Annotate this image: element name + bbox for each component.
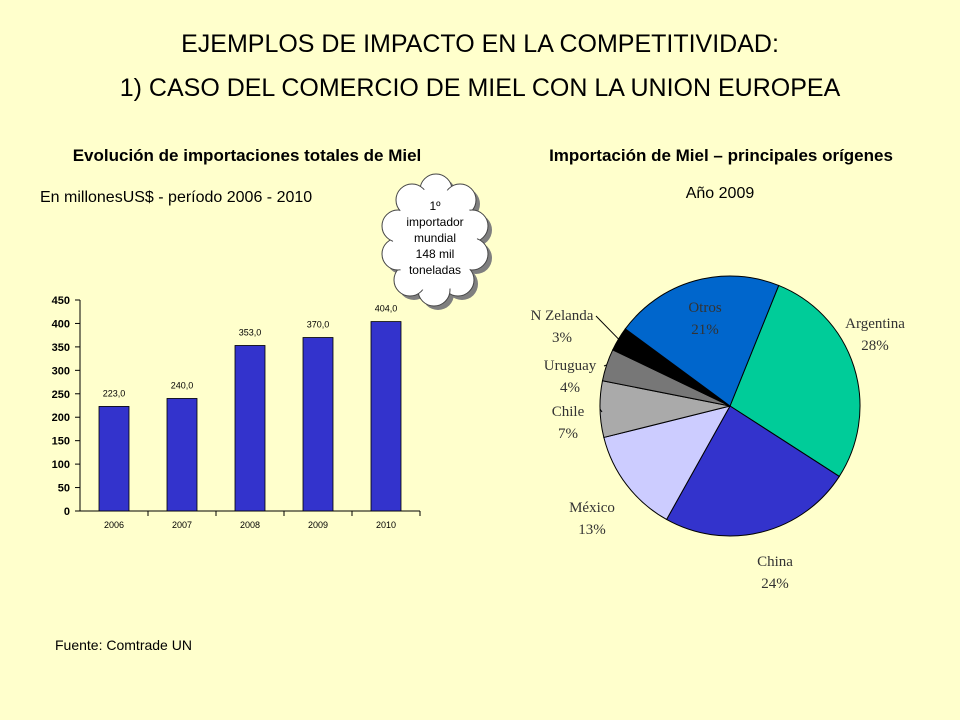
- bar: [370, 321, 402, 512]
- y-tick-label: 300: [52, 365, 70, 377]
- bar-chart-subtitle: En millonesUS$ - período 2006 - 2010: [40, 189, 313, 206]
- bar: [98, 406, 130, 512]
- pie-slice-percent: 24%: [761, 576, 789, 592]
- pie-slice-label: China: [757, 554, 793, 570]
- bar-data-label: 240,0: [171, 380, 194, 390]
- pie-slice-percent: 7%: [558, 426, 578, 442]
- y-tick-label: 400: [52, 318, 70, 330]
- callout-line: importador: [406, 215, 463, 229]
- callout-cloud: 1º importador mundial 148 mil toneladas: [381, 173, 492, 310]
- bar-chart-title: Evolución de importaciones totales de Mi…: [72, 146, 422, 165]
- bar-chart: 0 50 100 150 200 250 300 350 400 450 223,0 2006 240,…: [52, 295, 421, 530]
- y-tick-label: 150: [52, 436, 70, 448]
- pie-leader-line: [595, 315, 619, 340]
- x-tick-label: 2007: [172, 520, 192, 530]
- bar-data-label: 370,0: [307, 320, 330, 330]
- pie-slice-label: México: [569, 500, 615, 516]
- pie-slice-percent: 4%: [560, 380, 580, 396]
- page-title: EJEMPLOS DE IMPACTO EN LA COMPETITIVIDAD…: [181, 30, 779, 58]
- pie-slice-label: Otros: [688, 300, 721, 316]
- pie-slice-percent: 28%: [861, 338, 889, 354]
- callout-line: toneladas: [409, 263, 461, 277]
- x-tick-label: 2009: [308, 520, 328, 530]
- bar: [234, 345, 266, 512]
- bar: [166, 398, 198, 512]
- pie-chart-title: Importación de Miel – principales orígen…: [549, 146, 893, 165]
- y-tick-label: 50: [58, 483, 70, 495]
- x-tick-label: 2010: [376, 520, 396, 530]
- pie-chart-subtitle: Año 2009: [685, 185, 755, 202]
- y-tick-label: 0: [64, 506, 70, 518]
- pie-slice-percent: 3%: [552, 330, 572, 346]
- bar-data-label: 353,0: [239, 327, 262, 337]
- pie-slice-label: Uruguay: [544, 358, 597, 374]
- pie-leader-line: [603, 364, 607, 367]
- pie-chart: Argentina 28% China 24% México 13% Chile 7% Urug…: [531, 275, 905, 592]
- pie-slice-label: Chile: [552, 404, 585, 420]
- y-tick-label: 250: [52, 389, 70, 401]
- pie-slice: [729, 284, 861, 478]
- y-tick-label: 350: [52, 342, 70, 354]
- callout-line: mundial: [414, 231, 456, 245]
- pie-slice: [624, 275, 780, 407]
- x-tick-label: 2006: [104, 520, 124, 530]
- bar: [302, 337, 334, 512]
- y-tick-label: 450: [52, 295, 70, 307]
- pie-leader-line: [599, 408, 603, 413]
- pie-slice: [603, 405, 732, 521]
- source-note: Fuente: Comtrade UN: [55, 637, 192, 653]
- bar-data-label: 404,0: [375, 304, 398, 314]
- bar-data-label: 223,0: [103, 388, 126, 398]
- page-subtitle: 1) CASO DEL COMERCIO DE MIEL CON LA UNIO…: [119, 74, 841, 102]
- callout-line: 1º: [429, 199, 441, 213]
- pie-slice-percent: 13%: [578, 522, 606, 538]
- pie-slice: [665, 405, 840, 537]
- pie-slice-percent: 21%: [691, 322, 719, 338]
- pie-slice-label: N Zelanda: [531, 308, 594, 324]
- pie-slice-label: Argentina: [845, 316, 905, 332]
- y-tick-label: 100: [52, 459, 70, 471]
- y-tick-label: 200: [52, 412, 70, 424]
- callout-line: 148 mil: [416, 247, 455, 261]
- x-tick-label: 2008: [240, 520, 260, 530]
